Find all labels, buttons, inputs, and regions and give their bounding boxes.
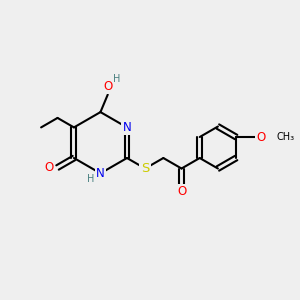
Text: CH₃: CH₃ <box>276 132 294 142</box>
Text: H: H <box>87 174 95 184</box>
Text: O: O <box>104 80 113 93</box>
Text: N: N <box>96 167 105 180</box>
Text: O: O <box>257 130 266 143</box>
Text: O: O <box>177 185 186 198</box>
Text: H: H <box>113 74 120 84</box>
Text: N: N <box>123 121 131 134</box>
Text: O: O <box>45 161 54 174</box>
Text: S: S <box>141 162 149 175</box>
